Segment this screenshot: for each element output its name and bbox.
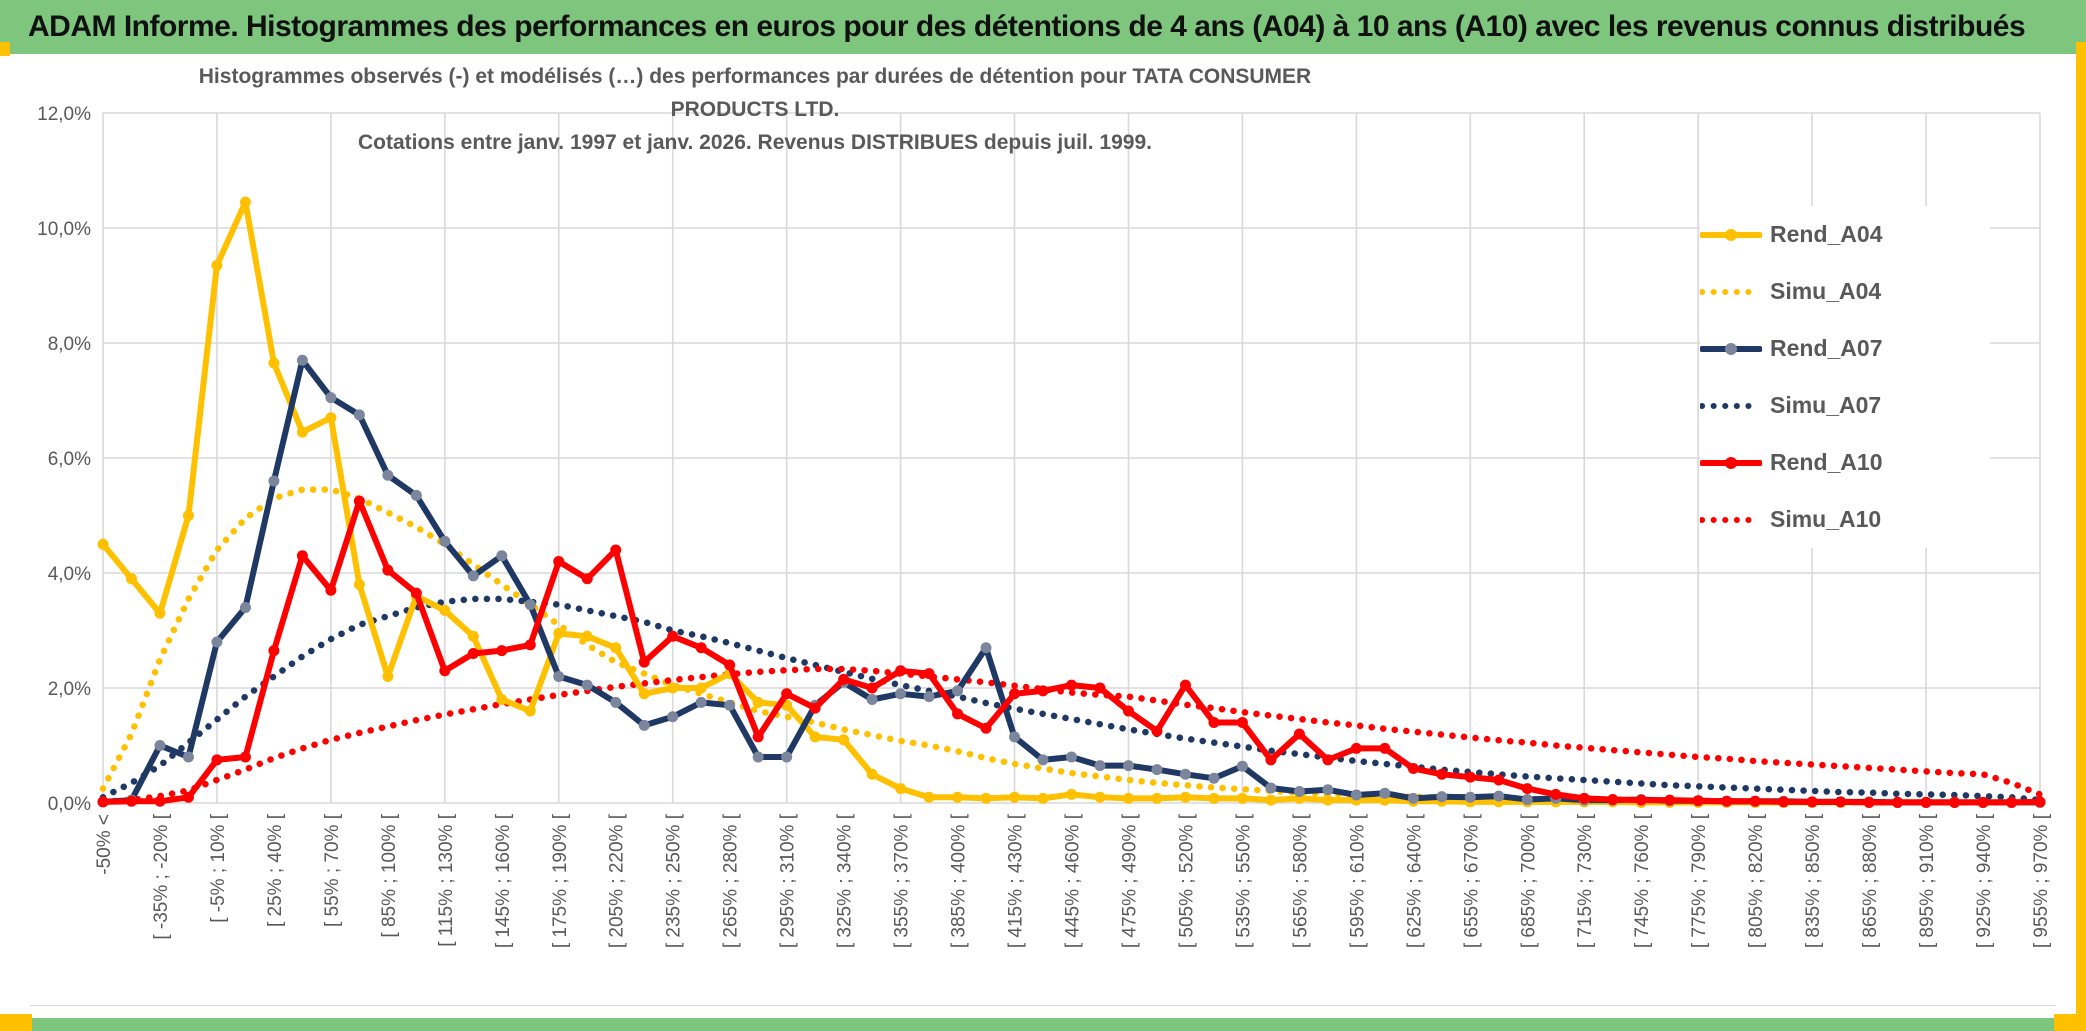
svg-text:[ 145% ; 160% [: [ 145% ; 160% [ xyxy=(493,813,514,948)
svg-text:[ 685% ; 700% [: [ 685% ; 700% [ xyxy=(1518,813,1539,948)
rend-a07-line-sample-icon xyxy=(1700,342,1762,355)
accent-right-strip xyxy=(2076,42,2086,1018)
svg-text:[ 655% ; 670% [: [ 655% ; 670% [ xyxy=(1461,813,1482,948)
svg-text:[ 205% ; 220% [: [ 205% ; 220% [ xyxy=(607,813,628,948)
bottom-green-bar xyxy=(0,1018,2086,1031)
svg-text:[ -35% ; -20% [: [ -35% ; -20% [ xyxy=(151,813,172,939)
chart-bottom-divider xyxy=(30,1005,2056,1006)
svg-text:[ 85% ; 100% [: [ 85% ; 100% [ xyxy=(379,813,400,937)
chart-title-line1: Histogrammes observés (-) et modélisés (… xyxy=(198,65,1312,121)
svg-text:[ 775% ; 790% [: [ 775% ; 790% [ xyxy=(1689,813,1710,948)
svg-text:[ 25% ; 40% [: [ 25% ; 40% [ xyxy=(265,813,286,927)
legend-item-rend-a07: Rend_A07 xyxy=(1700,320,1990,377)
svg-text:0,0%: 0,0% xyxy=(48,794,91,815)
svg-text:[ 955% ; 970% [: [ 955% ; 970% [ xyxy=(2031,813,2052,948)
svg-text:[ 295% ; 310% [: [ 295% ; 310% [ xyxy=(778,813,799,948)
svg-text:[ 115% ; 130% [: [ 115% ; 130% [ xyxy=(436,813,457,946)
svg-text:[ 835% ; 850% [: [ 835% ; 850% [ xyxy=(1803,813,1824,948)
svg-text:[ 55% ; 70% [: [ 55% ; 70% [ xyxy=(322,813,343,927)
legend-item-simu-a07: Simu_A07 xyxy=(1700,377,1990,434)
simu-a07-line-sample-icon xyxy=(1700,402,1762,409)
svg-text:[ 805% ; 820% [: [ 805% ; 820% [ xyxy=(1746,813,1767,948)
svg-text:[ 325% ; 340% [: [ 325% ; 340% [ xyxy=(835,813,856,948)
svg-text:12,0%: 12,0% xyxy=(37,104,91,125)
svg-text:[ 505% ; 520% [: [ 505% ; 520% [ xyxy=(1176,813,1197,948)
svg-text:[ -5% ; 10% [: [ -5% ; 10% [ xyxy=(208,813,229,922)
sheet-title: ADAM Informe. Histogrammes des performan… xyxy=(28,10,2026,43)
svg-text:[ 235% ; 250% [: [ 235% ; 250% [ xyxy=(664,813,685,948)
svg-text:[ 355% ; 370% [: [ 355% ; 370% [ xyxy=(892,813,913,948)
legend-label: Rend_A10 xyxy=(1770,449,1883,475)
simu-a04-line-sample-icon xyxy=(1700,288,1762,295)
svg-text:[ 925% ; 940% [: [ 925% ; 940% [ xyxy=(1974,813,1995,948)
svg-text:2,0%: 2,0% xyxy=(48,679,91,700)
svg-text:[ 415% ; 430% [: [ 415% ; 430% [ xyxy=(1006,813,1027,948)
legend-item-simu-a10: Simu_A10 xyxy=(1700,491,1990,548)
svg-text:[ 445% ; 460% [: [ 445% ; 460% [ xyxy=(1063,813,1084,948)
legend-label: Simu_A04 xyxy=(1770,278,1882,304)
svg-text:-50% <: -50% < xyxy=(94,814,115,875)
svg-text:[ 565% ; 580% [: [ 565% ; 580% [ xyxy=(1290,813,1311,948)
svg-text:[ 625% ; 640% [: [ 625% ; 640% [ xyxy=(1404,813,1425,948)
chart-title-line2: Cotations entre janv. 1997 et janv. 2026… xyxy=(357,131,1152,154)
accent-bottom-left xyxy=(0,1014,32,1031)
svg-text:[ 265% ; 280% [: [ 265% ; 280% [ xyxy=(721,813,742,948)
svg-text:[ 745% ; 760% [: [ 745% ; 760% [ xyxy=(1632,813,1653,948)
legend-label: Rend_A04 xyxy=(1770,221,1883,247)
svg-text:10,0%: 10,0% xyxy=(37,219,91,240)
svg-text:8,0%: 8,0% xyxy=(48,334,91,355)
svg-text:[ 715% ; 730% [: [ 715% ; 730% [ xyxy=(1575,813,1596,948)
svg-text:[ 475% ; 490% [: [ 475% ; 490% [ xyxy=(1119,813,1140,948)
legend-item-rend-a10: Rend_A10 xyxy=(1700,434,1990,491)
svg-text:6,0%: 6,0% xyxy=(48,449,91,470)
svg-text:[ 595% ; 610% [: [ 595% ; 610% [ xyxy=(1347,813,1368,948)
simu-a10-line-sample-icon xyxy=(1700,516,1762,523)
legend-label: Rend_A07 xyxy=(1770,335,1883,361)
sheet-title-bar: ADAM Informe. Histogrammes des performan… xyxy=(0,0,2086,54)
accent-top-left xyxy=(0,42,10,56)
legend-label: Simu_A07 xyxy=(1770,392,1882,418)
svg-text:4,0%: 4,0% xyxy=(48,564,91,585)
legend-item-rend-a04: Rend_A04 xyxy=(1700,206,1990,263)
chart-title: Histogrammes observés (-) et modélisés (… xyxy=(150,60,1360,159)
legend-item-simu-a04: Simu_A04 xyxy=(1700,263,1990,320)
legend-label: Simu_A10 xyxy=(1770,506,1882,532)
svg-text:[ 175% ; 190% [: [ 175% ; 190% [ xyxy=(550,813,571,948)
accent-bottom-right xyxy=(2054,1014,2086,1031)
svg-text:[ 865% ; 880% [: [ 865% ; 880% [ xyxy=(1860,813,1881,948)
svg-text:[ 385% ; 400% [: [ 385% ; 400% [ xyxy=(949,813,970,948)
chart-legend: Rend_A04 Simu_A04 Rend_A07 Simu_A07 Rend… xyxy=(1700,206,1990,548)
rend-a10-line-sample-icon xyxy=(1700,456,1762,469)
svg-text:[ 895% ; 910% [: [ 895% ; 910% [ xyxy=(1917,813,1938,948)
rend-a04-line-sample-icon xyxy=(1700,228,1762,241)
svg-text:[ 535% ; 550% [: [ 535% ; 550% [ xyxy=(1233,813,1254,948)
